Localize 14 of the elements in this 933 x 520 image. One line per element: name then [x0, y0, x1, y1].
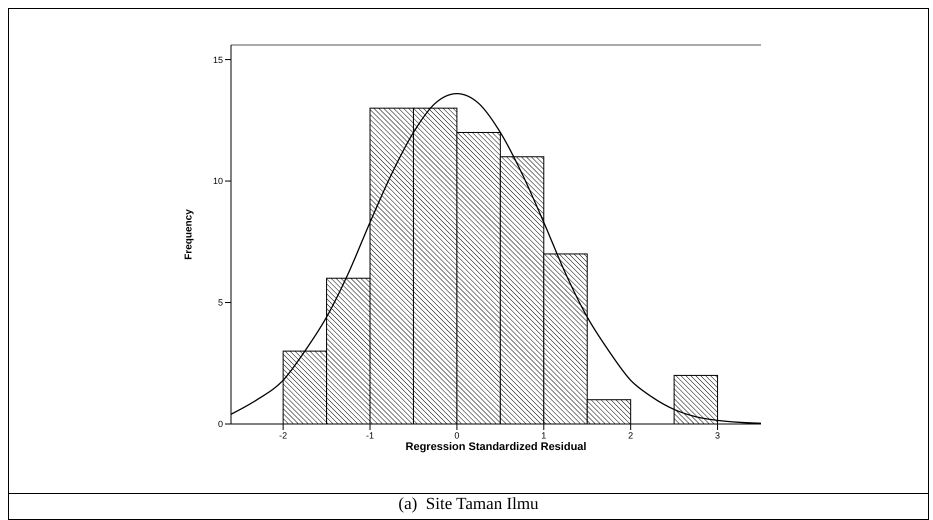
figure-frame: -2 -1 0 1 2 3 Regression Standardized Residual 0 5 10 15 Frequency (a) Site Taman Ilmu	[8, 8, 929, 520]
x-tick-label: 3	[715, 430, 720, 440]
y-tick-label: 10	[212, 176, 223, 186]
y-tick-label: 5	[218, 298, 223, 308]
x-axis-title: Regression Standardized Residual	[406, 441, 586, 453]
x-tick-label: -1	[366, 430, 374, 440]
y-tick-label: 15	[212, 54, 223, 65]
x-tick-label: 2	[628, 430, 634, 440]
x-tick-label: 0	[454, 430, 460, 440]
text: (a) Site Taman Ilmu	[398, 494, 539, 513]
y-tick-label: 0	[218, 419, 223, 430]
y-axis-title: Frequency	[184, 208, 195, 260]
x-tick-label: 1	[541, 430, 546, 440]
x-tick-label: -2	[279, 430, 288, 440]
